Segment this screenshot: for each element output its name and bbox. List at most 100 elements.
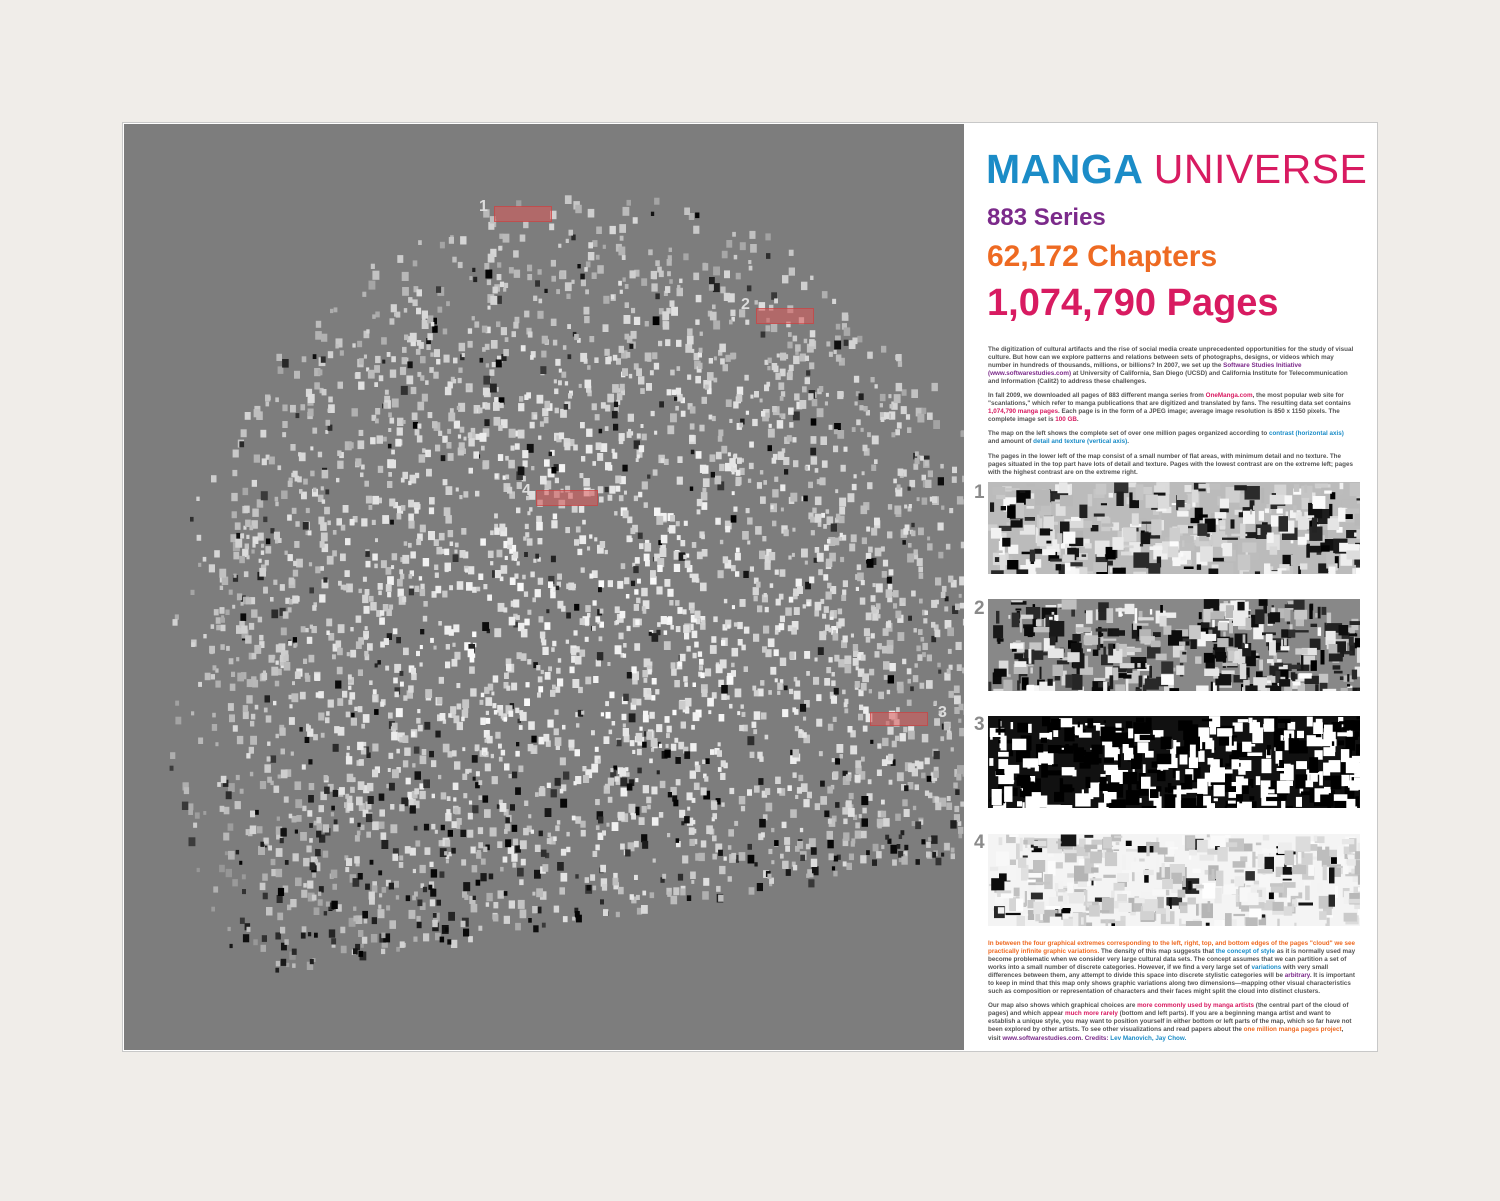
page-thumbnail [828,351,833,357]
strip-page-thumbnail [1083,635,1099,645]
page-thumbnail [611,448,615,453]
strip-page-thumbnail [1086,648,1091,652]
page-thumbnail [461,716,465,722]
page-thumbnail [855,666,859,671]
page-thumbnail [670,515,675,522]
strip-page-thumbnail [1021,677,1029,690]
page-thumbnail [454,807,461,815]
page-thumbnail [358,950,364,957]
page-thumbnail [731,852,737,860]
page-thumbnail [802,604,806,609]
page-thumbnail [897,614,904,623]
page-thumbnail [633,316,641,325]
page-thumbnail [487,594,492,601]
page-thumbnail [607,777,614,786]
strip-page-thumbnail [1033,901,1045,915]
page-thumbnail [435,585,442,594]
strip-page-thumbnail [1223,769,1233,774]
page-thumbnail [950,847,955,853]
strip-page-thumbnail [1230,519,1235,533]
page-thumbnail [805,843,811,850]
page-thumbnail [692,652,697,659]
software-studies-link[interactable]: Software Studies Initiative (www.softwar… [988,362,1302,378]
page-thumbnail [326,618,333,627]
page-thumbnail [421,749,427,755]
strip-page-thumbnail [1197,778,1208,795]
page-thumbnail [866,526,871,532]
page-thumbnail [748,462,754,470]
page-thumbnail [537,310,544,319]
page-thumbnail [364,480,369,487]
page-thumbnail [447,381,453,389]
page-thumbnail [637,578,641,584]
page-thumbnail [787,341,793,349]
page-thumbnail [713,320,721,330]
page-thumbnail [916,645,921,652]
onemanga-link[interactable]: OneManga.com [1205,392,1253,400]
page-thumbnail [698,665,703,671]
page-thumbnail [705,758,710,764]
strip-page-thumbnail [1196,795,1211,806]
page-thumbnail [656,724,663,733]
strip-page-thumbnail [1318,563,1329,574]
page-thumbnail [284,860,289,865]
page-thumbnail [338,580,342,586]
page-thumbnail [419,755,427,765]
page-thumbnail [695,294,702,303]
page-thumbnail [800,783,808,792]
page-thumbnail [809,576,815,584]
page-thumbnail [589,573,594,579]
page-thumbnail [820,780,825,787]
page-thumbnail [517,718,521,724]
page-thumbnail [348,917,356,927]
page-thumbnail [317,369,323,376]
page-thumbnail [389,459,396,469]
page-thumbnail [764,384,770,392]
page-thumbnail [297,476,302,483]
page-thumbnail [418,240,422,245]
page-thumbnail [497,262,502,268]
strip-page-thumbnail [1018,674,1021,684]
strip-page-thumbnail [1310,623,1318,627]
page-thumbnail [443,354,450,363]
page-thumbnail [555,825,560,832]
strip-page-thumbnail [1269,494,1285,505]
strip-page-thumbnail [1211,835,1226,849]
page-thumbnail [172,619,178,626]
page-thumbnail [567,324,571,329]
page-thumbnail [499,576,504,582]
page-thumbnail [460,354,465,361]
page-thumbnail [650,576,657,585]
page-thumbnail [758,302,766,311]
page-thumbnail [320,522,327,531]
strip-page-thumbnail [1169,847,1179,850]
page-thumbnail [896,484,901,490]
page-thumbnail [851,483,857,491]
page-thumbnail [428,531,435,541]
page-thumbnail [432,325,438,333]
page-thumbnail [674,680,680,688]
page-thumbnail [834,423,841,432]
strip-page-thumbnail [1178,720,1193,731]
page-thumbnail [377,583,383,590]
page-thumbnail [391,731,398,741]
page-thumbnail [535,280,540,287]
page-thumbnail [448,713,452,718]
page-thumbnail [407,336,412,343]
strip-page-thumbnail [1122,771,1138,785]
page-thumbnail [261,543,265,548]
page-thumbnail [866,793,873,801]
page-thumbnail [961,430,964,436]
page-thumbnail [861,818,868,827]
page-thumbnail [618,433,625,442]
strip-page-thumbnail [1334,641,1346,653]
page-thumbnail [485,697,493,706]
page-thumbnail [700,616,706,623]
page-thumbnail [598,587,602,593]
page-thumbnail [730,309,736,317]
page-thumbnail [580,567,585,573]
page-thumbnail [548,666,552,672]
page-thumbnail [742,531,749,540]
page-thumbnail [260,944,266,952]
page-thumbnail [539,631,546,639]
